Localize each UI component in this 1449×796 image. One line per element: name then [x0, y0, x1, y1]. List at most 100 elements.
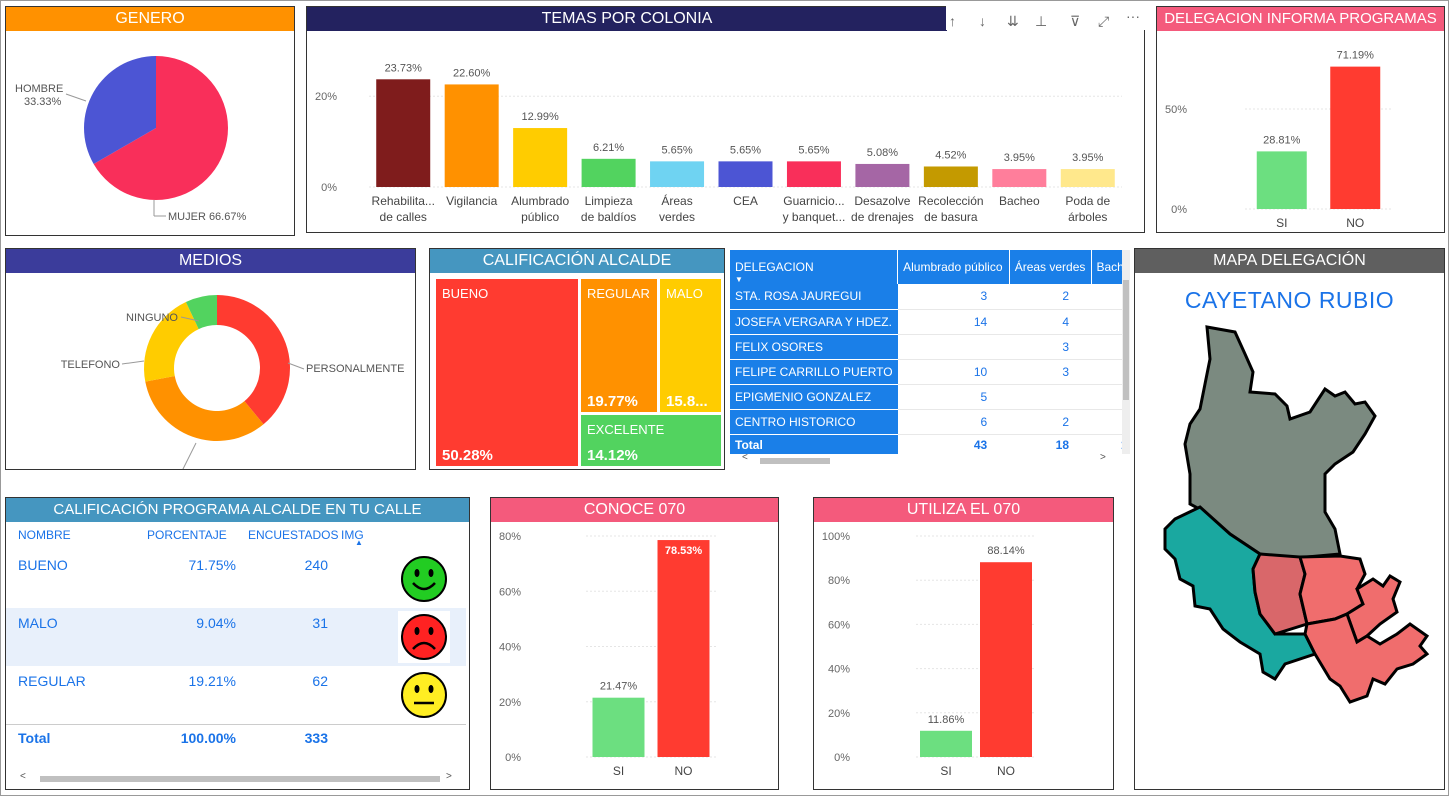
treemap-cell-excelente[interactable]: EXCELENTE 14.12%	[581, 415, 721, 466]
programa-scrollbar[interactable]: < >	[6, 771, 466, 784]
map-region-south[interactable]	[1303, 612, 1430, 704]
column-header[interactable]: Áreas verdes	[1009, 250, 1092, 284]
x-tick-label: NO	[1346, 216, 1364, 230]
bar[interactable]	[657, 540, 710, 757]
conoce-bar-chart[interactable]: 0% 20% 40% 60% 80% 21.47% SI 78.53% NO	[491, 522, 778, 789]
bar[interactable]	[444, 84, 499, 187]
col-porcentaje[interactable]: PORCENTAJE	[147, 528, 227, 542]
column-header[interactable]: Alumbrado público	[897, 250, 1010, 284]
row-header-cell: FELIPE CARRILLO PUERTO	[730, 359, 898, 385]
focus-mode-icon[interactable]: ⤢	[1098, 13, 1110, 29]
filter-icon[interactable]: ⊽	[1070, 13, 1081, 29]
col-encuestados[interactable]: ENCUESTADOS	[248, 528, 339, 542]
temas-panel: TEMAS POR COLONIA 0% 20% 23.73% Rehabilita.…	[306, 6, 1145, 233]
row-header-cell: JOSEFA VERGARA Y HDEZ.	[730, 309, 898, 335]
horizontal-scrollbar[interactable]: < >	[730, 452, 1122, 465]
utiliza-bar-chart[interactable]: 0% 20% 40% 60% 80% 100% 11.86% SI 88.14% NO	[814, 522, 1113, 789]
table-row[interactable]: STA. ROSA JAUREGUI 3 2	[730, 284, 1122, 310]
bar[interactable]	[1330, 66, 1381, 209]
x-tick-label: Vigilancia	[446, 194, 497, 208]
scroll-right-icon[interactable]: >	[1100, 452, 1106, 463]
table-total-row[interactable]: Total43181	[730, 434, 1122, 454]
col-nombre[interactable]: NOMBRE	[18, 528, 71, 542]
x-tick-label: público	[521, 210, 559, 224]
delegacion-map[interactable]	[1135, 324, 1444, 764]
table-row[interactable]: EPIGMENIO GONZALEZ 5	[730, 384, 1122, 410]
treemap-cell-bueno[interactable]: BUENO 50.28%	[436, 279, 578, 466]
bar[interactable]	[581, 158, 636, 187]
donut-slice[interactable]	[217, 295, 290, 425]
bar[interactable]	[376, 79, 431, 187]
donut-slice[interactable]	[145, 376, 264, 441]
row-header-cell: EPIGMENIO GONZALEZ	[730, 384, 898, 410]
scroll-left-icon[interactable]: <	[20, 771, 26, 782]
table-row[interactable]: FELIPE CARRILLO PUERTO 10 3	[730, 359, 1122, 385]
delegacion-table-panel: DELEGACION ▼ Alumbrado público Áreas verdes…	[730, 250, 1130, 468]
pie-label-mujer: MUJER 66.67%	[168, 211, 246, 223]
x-tick-label: Bacheo	[999, 194, 1040, 208]
bar[interactable]	[992, 169, 1047, 187]
bar[interactable]	[592, 697, 645, 757]
calificacion-treemap[interactable]: BUENO 50.28% REGULAR 19.77% MALO 15.8... EXCEL…	[436, 279, 721, 466]
bar[interactable]	[650, 161, 705, 187]
x-tick-label: Alumbrado	[511, 194, 569, 208]
value-cell: 3	[1009, 359, 1091, 385]
y-tick-label: 60%	[828, 619, 850, 631]
drill-down-icon[interactable]: ↓	[979, 13, 986, 29]
medios-donut-chart[interactable]: PERSONALMENTEREDES SOCIALESTELEFONONINGU…	[6, 273, 415, 469]
table-row[interactable]: REGULAR 19.21% 62	[6, 666, 466, 724]
bar[interactable]	[786, 161, 841, 187]
expand-hierarchy-icon[interactable]: ⊥	[1035, 13, 1048, 29]
column-header[interactable]: DELEGACION ▼	[730, 250, 899, 284]
table-row[interactable]: BUENO 71.75% 240	[6, 550, 466, 608]
x-tick-label: verdes	[659, 210, 695, 224]
more-options-icon[interactable]: ···	[1126, 8, 1140, 24]
horizontal-scroll-thumb[interactable]	[40, 776, 440, 782]
table-row[interactable]: FELIX OSORES 3	[730, 334, 1122, 360]
delegacion-informa-bar-chart[interactable]: 0% 50% 28.81% SI 71.19% NO	[1157, 31, 1444, 232]
table-row[interactable]: JOSEFA VERGARA Y HDEZ. 14 4	[730, 309, 1122, 335]
donut-slice[interactable]	[144, 301, 199, 382]
drill-up-icon[interactable]: ↑	[949, 13, 956, 29]
scroll-left-icon[interactable]: <	[742, 452, 748, 463]
map-region-north[interactable]	[1183, 325, 1377, 561]
sort-descending-icon: ▼	[735, 275, 743, 284]
data-label: 3.95%	[1072, 152, 1103, 164]
donut-slice[interactable]	[185, 295, 217, 330]
table-row[interactable]: CENTRO HISTORICO 6 2	[730, 409, 1122, 435]
scroll-right-icon[interactable]: >	[446, 771, 452, 782]
treemap-cell-malo[interactable]: MALO 15.8...	[660, 279, 721, 412]
horizontal-scroll-thumb[interactable]	[760, 458, 830, 464]
bar[interactable]	[923, 166, 978, 187]
treemap-label: REGULAR	[587, 286, 650, 301]
bar[interactable]	[1060, 169, 1115, 187]
bar[interactable]	[718, 161, 773, 187]
expand-next-level-icon[interactable]: ⇊	[1007, 13, 1019, 29]
bar[interactable]	[1256, 151, 1307, 209]
column-header[interactable]: Bacheo	[1091, 250, 1122, 284]
table-row[interactable]: MALO 9.04% 31	[6, 608, 466, 666]
bar[interactable]	[855, 163, 910, 187]
bar[interactable]	[513, 128, 568, 187]
bar[interactable]	[920, 730, 972, 757]
total-porcentaje: 100.00%	[180, 730, 236, 746]
temas-bar-chart[interactable]: 0% 20% 23.73% Rehabilita... de calles 22.60% V…	[307, 31, 1144, 233]
visual-header-icons: ↑ ↓ ⇊ ⊥ ⊽ ⤢ ···	[946, 6, 1145, 30]
x-tick-label: y banquet...	[783, 210, 846, 224]
bar[interactable]	[980, 562, 1032, 757]
value-cell: 14	[897, 309, 1010, 335]
vertical-scroll-thumb[interactable]	[1123, 280, 1129, 400]
x-tick-label: SI	[613, 764, 624, 778]
pie-slice-mujer[interactable]	[93, 56, 229, 200]
pie-slice-hombre[interactable]	[84, 56, 156, 164]
col-img[interactable]: IMG	[341, 528, 364, 542]
vertical-scrollbar[interactable]	[1122, 250, 1130, 454]
donut-label: PERSONALMENTE	[306, 363, 404, 375]
total-label: Total	[18, 730, 51, 746]
y-tick-label: 0%	[834, 752, 850, 764]
x-tick-label: Desazolve	[854, 194, 910, 208]
treemap-cell-regular[interactable]: REGULAR 19.77%	[581, 279, 657, 412]
treemap-value: 15.8...	[666, 393, 708, 410]
treemap-value: 14.12%	[587, 447, 638, 464]
